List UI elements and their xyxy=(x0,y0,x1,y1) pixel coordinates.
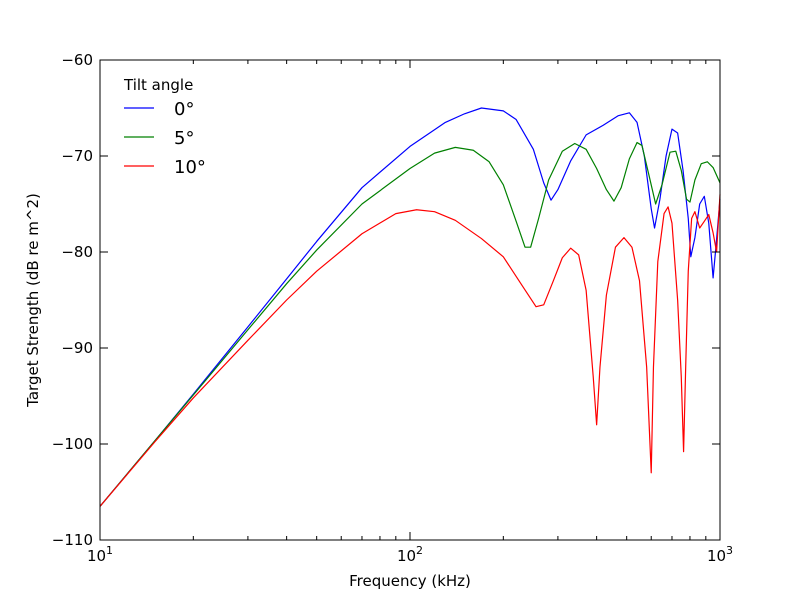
x-tick-label: 101 xyxy=(87,544,113,565)
x-tick-labels: 101 102 103 xyxy=(87,544,733,565)
y-tick-label: −70 xyxy=(61,147,93,165)
plot-area xyxy=(100,60,720,540)
plot-frame xyxy=(99,59,721,541)
x-axis-label: Frequency (kHz) xyxy=(349,572,471,590)
legend-title: Tilt angle xyxy=(123,76,193,94)
legend-label-2: 10° xyxy=(174,157,206,178)
y-tick-labels: −110 −100 −90 −80 −70 −60 xyxy=(52,51,93,549)
y-tick-label: −90 xyxy=(61,339,93,357)
y-axis-label: Target Strength (dB re m^2) xyxy=(24,193,42,408)
legend: Tilt angle 0° 5° 10° xyxy=(123,76,206,178)
y-tick-label: −110 xyxy=(52,531,93,549)
series-line-2 xyxy=(99,194,721,507)
x-tick-label: 103 xyxy=(707,544,733,565)
series-line-0 xyxy=(99,107,721,507)
y-tick-label: −60 xyxy=(61,51,93,69)
legend-label-0: 0° xyxy=(174,99,194,120)
y-tick-label: −80 xyxy=(61,243,93,261)
series-layer xyxy=(99,107,721,507)
series-line-1 xyxy=(99,141,721,507)
y-tick-label: −100 xyxy=(52,435,93,453)
legend-label-1: 5° xyxy=(174,128,194,149)
x-tick-label: 102 xyxy=(397,544,423,565)
